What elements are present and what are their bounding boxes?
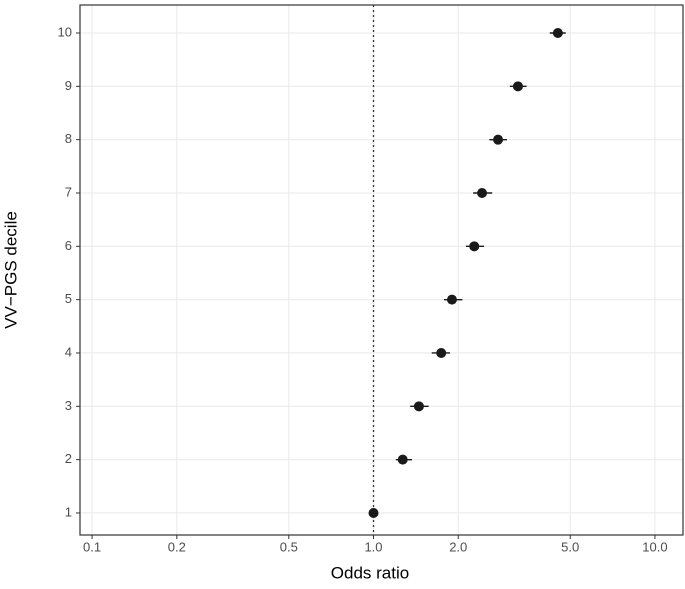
panel-border [79,4,684,536]
x-tick-label: 0.1 [83,539,101,554]
y-tick-label: 8 [65,131,72,146]
x-tick-label: 0.5 [280,539,298,554]
x-tick-label: 2.0 [449,539,467,554]
y-tick-label: 3 [65,398,72,413]
point [413,401,424,412]
point [368,507,379,518]
y-tick-label: 7 [65,184,72,199]
point [397,454,408,465]
y-axis-title: VV−PGS decile [1,211,20,329]
point [552,27,563,38]
point [493,134,504,145]
point [512,81,523,92]
y-tick-label: 4 [65,344,72,359]
x-tick-label: 1.0 [364,539,382,554]
y-tick-label: 5 [65,291,72,306]
y-tick-label: 2 [65,451,72,466]
x-axis-title: Odds ratio [331,563,409,582]
y-tick-label: 10 [58,24,72,39]
x-tick-label: 10.0 [642,539,667,554]
x-tick-label: 0.2 [168,539,186,554]
x-tick-label: 5.0 [561,539,579,554]
point [469,241,480,252]
y-tick-label: 1 [65,504,72,519]
point [446,294,457,305]
y-tick-label: 6 [65,238,72,253]
y-tick-label: 9 [65,78,72,93]
point [436,347,447,358]
point [477,187,488,198]
